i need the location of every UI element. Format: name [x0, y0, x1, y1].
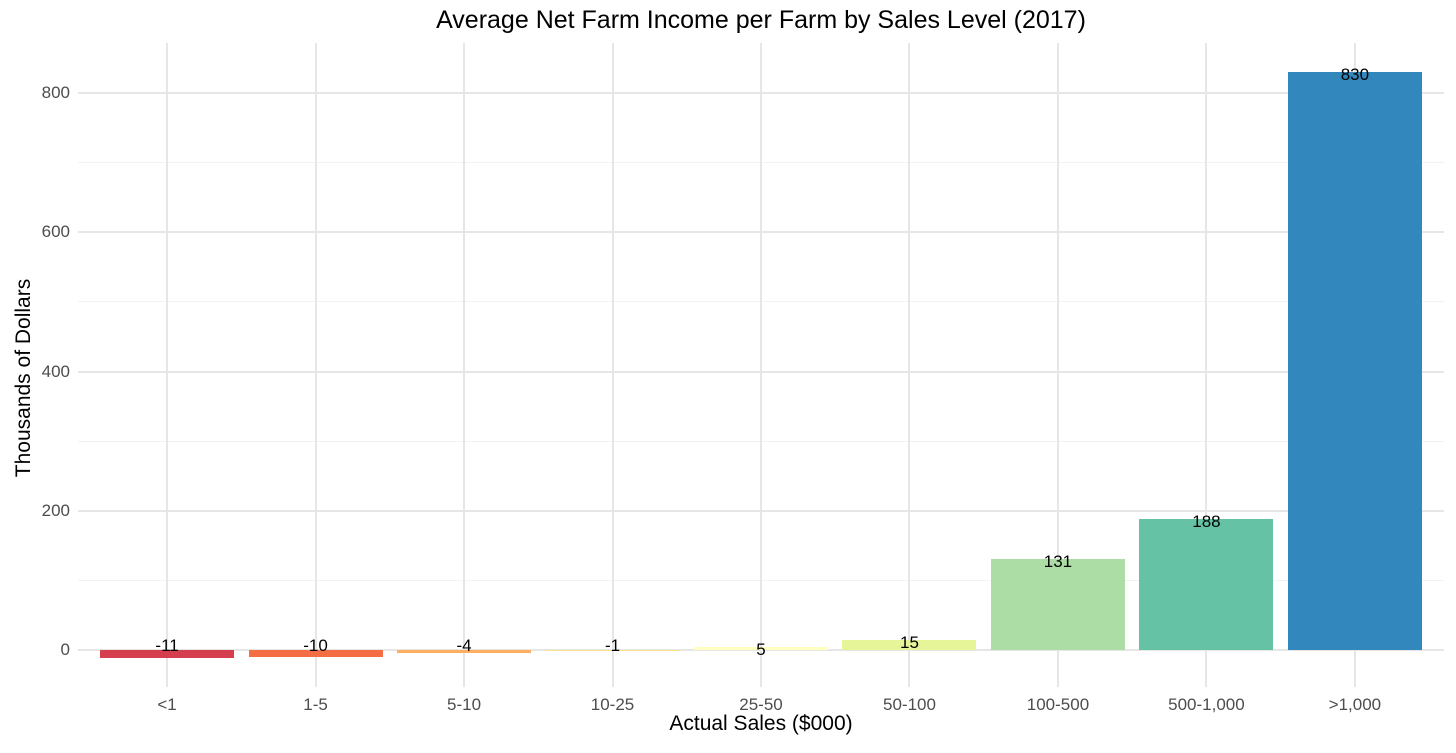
x-tick-label: 500-1,000: [1168, 695, 1245, 714]
gridline-v: [611, 43, 614, 687]
bar-value-label: -1: [604, 636, 621, 656]
y-tick-label: 600: [41, 222, 70, 242]
bar-500-1,000: [1139, 519, 1274, 651]
y-tick-label: 800: [41, 83, 70, 103]
bar-value-label: -10: [303, 636, 328, 656]
bar-value-label: 830: [1340, 65, 1370, 85]
gridline-v: [908, 43, 911, 687]
gridline-v: [1205, 43, 1208, 687]
x-axis-title: Actual Sales ($000): [669, 712, 853, 735]
gridline-v: [463, 43, 466, 687]
bar-100-500: [990, 558, 1125, 651]
bar-50-100: [842, 639, 977, 651]
x-tick-label: 100-500: [1026, 695, 1090, 714]
bar-value-label: 15: [900, 632, 919, 652]
y-tick-label: 400: [41, 361, 70, 381]
gridline-v: [166, 43, 169, 687]
y-tick-label: 200: [41, 500, 70, 520]
x-tick-label: <1: [157, 695, 177, 714]
bar-25-50: [694, 646, 828, 651]
bar-<1: [100, 650, 235, 658]
bar-10-25: [545, 650, 680, 652]
y-tick-label: 0: [60, 640, 70, 660]
chart-title: Average Net Farm Income per Farm by Sale…: [436, 6, 1086, 34]
bar-1-5: [248, 650, 383, 658]
bar-value-label: -4: [456, 636, 472, 656]
bar-value-label: -11: [155, 636, 179, 656]
bar->1,000: [1287, 72, 1422, 651]
gridline-v: [760, 43, 762, 687]
plot-panel: 0 200 400 600 800 -11 <1 -10 1-5 -4 5-10 -1 10-25 5 25…: [42, 43, 1444, 714]
bar-5-10: [397, 650, 532, 653]
x-tick-label: 5-10: [447, 695, 482, 714]
bar-value-label: 131: [1043, 551, 1073, 571]
x-tick-label: 1-5: [303, 695, 328, 714]
x-tick-label: >1,000: [1328, 695, 1382, 714]
x-tick-label: 10-25: [590, 695, 635, 714]
x-tick-label: 50-100: [883, 695, 936, 714]
gridline-v: [1056, 43, 1059, 687]
x-tick-label: 25-50: [739, 695, 783, 714]
bar-value-label: 5: [756, 639, 766, 659]
bar-value-label: 188: [1192, 512, 1221, 532]
gridline-v: [314, 43, 317, 687]
